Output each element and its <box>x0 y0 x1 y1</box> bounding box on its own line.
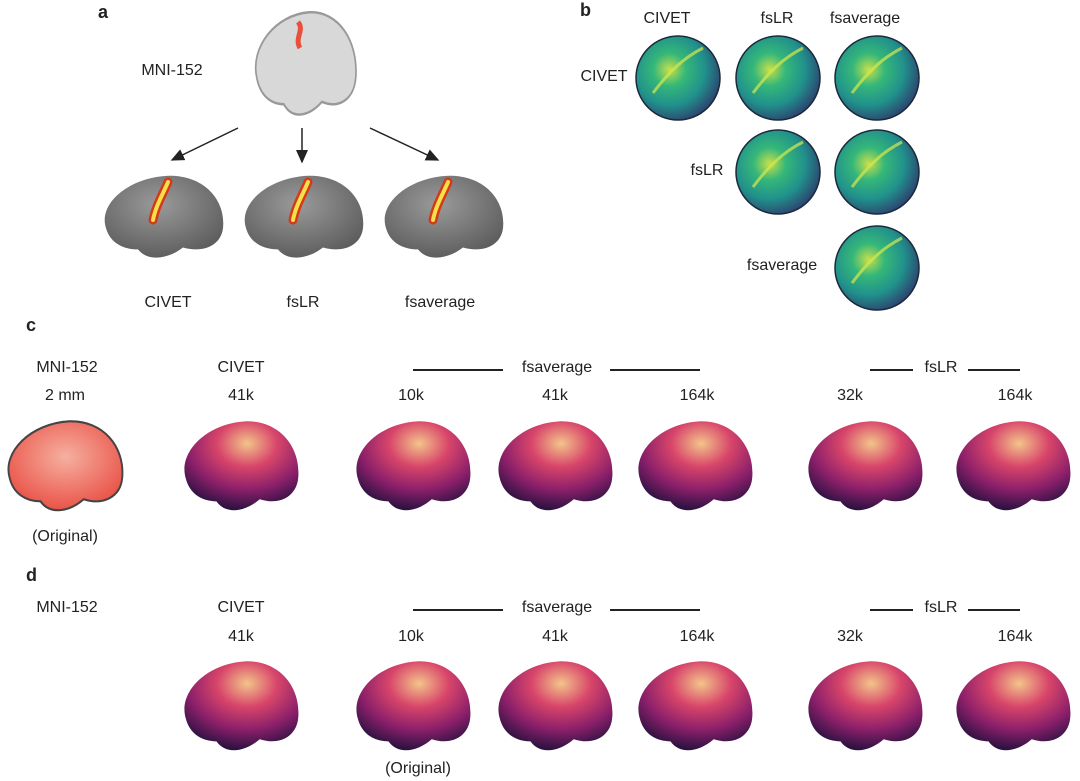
sphere-correlation <box>834 35 920 121</box>
group-line <box>610 369 700 371</box>
sphere-correlation <box>834 129 920 215</box>
target-label: fsLR <box>286 294 320 311</box>
resolution-label: 41k <box>228 628 254 645</box>
original-note: (Original) <box>385 760 451 777</box>
group-line <box>413 609 503 611</box>
activation-blob <box>295 20 303 50</box>
panel-a-label: a <box>98 2 109 22</box>
sphere-correlation <box>735 35 821 121</box>
activation-blob <box>291 180 310 222</box>
panel-b-label: b <box>580 0 591 20</box>
resolution-label: 32k <box>837 387 863 404</box>
sphere-pattern <box>751 140 804 188</box>
source-label: MNI-152 <box>141 62 203 79</box>
resolution-label: 164k <box>997 628 1033 645</box>
surface-brain-magma <box>808 421 923 511</box>
surface-brain-magma <box>356 661 471 751</box>
resolution-label: 41k <box>542 628 568 645</box>
sphere-pattern <box>850 140 903 188</box>
arrow-to-civet <box>170 127 239 161</box>
surface-brain-magma <box>356 421 471 511</box>
surface-brain-magma <box>638 661 753 751</box>
panel-c-label: c <box>26 315 37 335</box>
surface-brain-magma <box>498 661 613 751</box>
source-label: MNI-152 <box>36 359 98 376</box>
group-line <box>968 609 1020 611</box>
column-label: fsaverage <box>829 10 901 27</box>
resolution-label: 41k <box>542 387 568 404</box>
group-label-fslr: fsLR <box>924 599 958 616</box>
group-label-fslr: fsLR <box>924 359 958 376</box>
group-label-fsaverage: fsaverage <box>521 359 593 376</box>
row-label: fsaverage <box>746 257 818 274</box>
sphere-pattern <box>751 46 804 94</box>
group-line <box>413 369 503 371</box>
group-line <box>870 609 913 611</box>
source-resolution: 2 mm <box>45 387 85 404</box>
panel-d-label: d <box>26 565 37 585</box>
group-line <box>968 369 1020 371</box>
surface-brain-magma <box>956 421 1071 511</box>
sphere-correlation <box>735 129 821 215</box>
sphere-pattern <box>651 46 704 94</box>
activation-blob <box>431 180 450 222</box>
surface-brain-magma <box>498 421 613 511</box>
row-label: CIVET <box>580 68 628 85</box>
target-label: fsaverage <box>404 294 476 311</box>
surface-brain-magma <box>184 421 299 511</box>
source-label: MNI-152 <box>36 599 98 616</box>
column-label: CIVET <box>643 10 691 27</box>
column-label: fsLR <box>760 10 794 27</box>
resolution-label: 32k <box>837 628 863 645</box>
surface-brain-magma <box>638 421 753 511</box>
group-label-fsaverage: fsaverage <box>521 599 593 616</box>
arrow-to-fsaverage <box>369 127 440 161</box>
resolution-label: 41k <box>228 387 254 404</box>
sphere-correlation <box>834 225 920 311</box>
resolution-label: 164k <box>679 387 715 404</box>
sphere-pattern <box>850 46 903 94</box>
group-label-civet: CIVET <box>217 599 265 616</box>
mni-volume-brain <box>7 420 124 512</box>
group-label-civet: CIVET <box>217 359 265 376</box>
surface-brain-magma <box>956 661 1071 751</box>
activation-blob <box>151 180 170 222</box>
sphere-pattern <box>850 236 903 284</box>
group-line <box>610 609 700 611</box>
target-label: CIVET <box>144 294 192 311</box>
row-label: fsLR <box>690 162 724 179</box>
sphere-correlation <box>635 35 721 121</box>
resolution-label: 164k <box>997 387 1033 404</box>
mni-volume-brain <box>254 11 358 116</box>
surface-brain-magma <box>808 661 923 751</box>
surface-brain-magma <box>184 661 299 751</box>
original-note: (Original) <box>32 528 98 545</box>
group-line <box>870 369 913 371</box>
resolution-label: 164k <box>679 628 715 645</box>
resolution-label: 10k <box>398 387 424 404</box>
resolution-label: 10k <box>398 628 424 645</box>
